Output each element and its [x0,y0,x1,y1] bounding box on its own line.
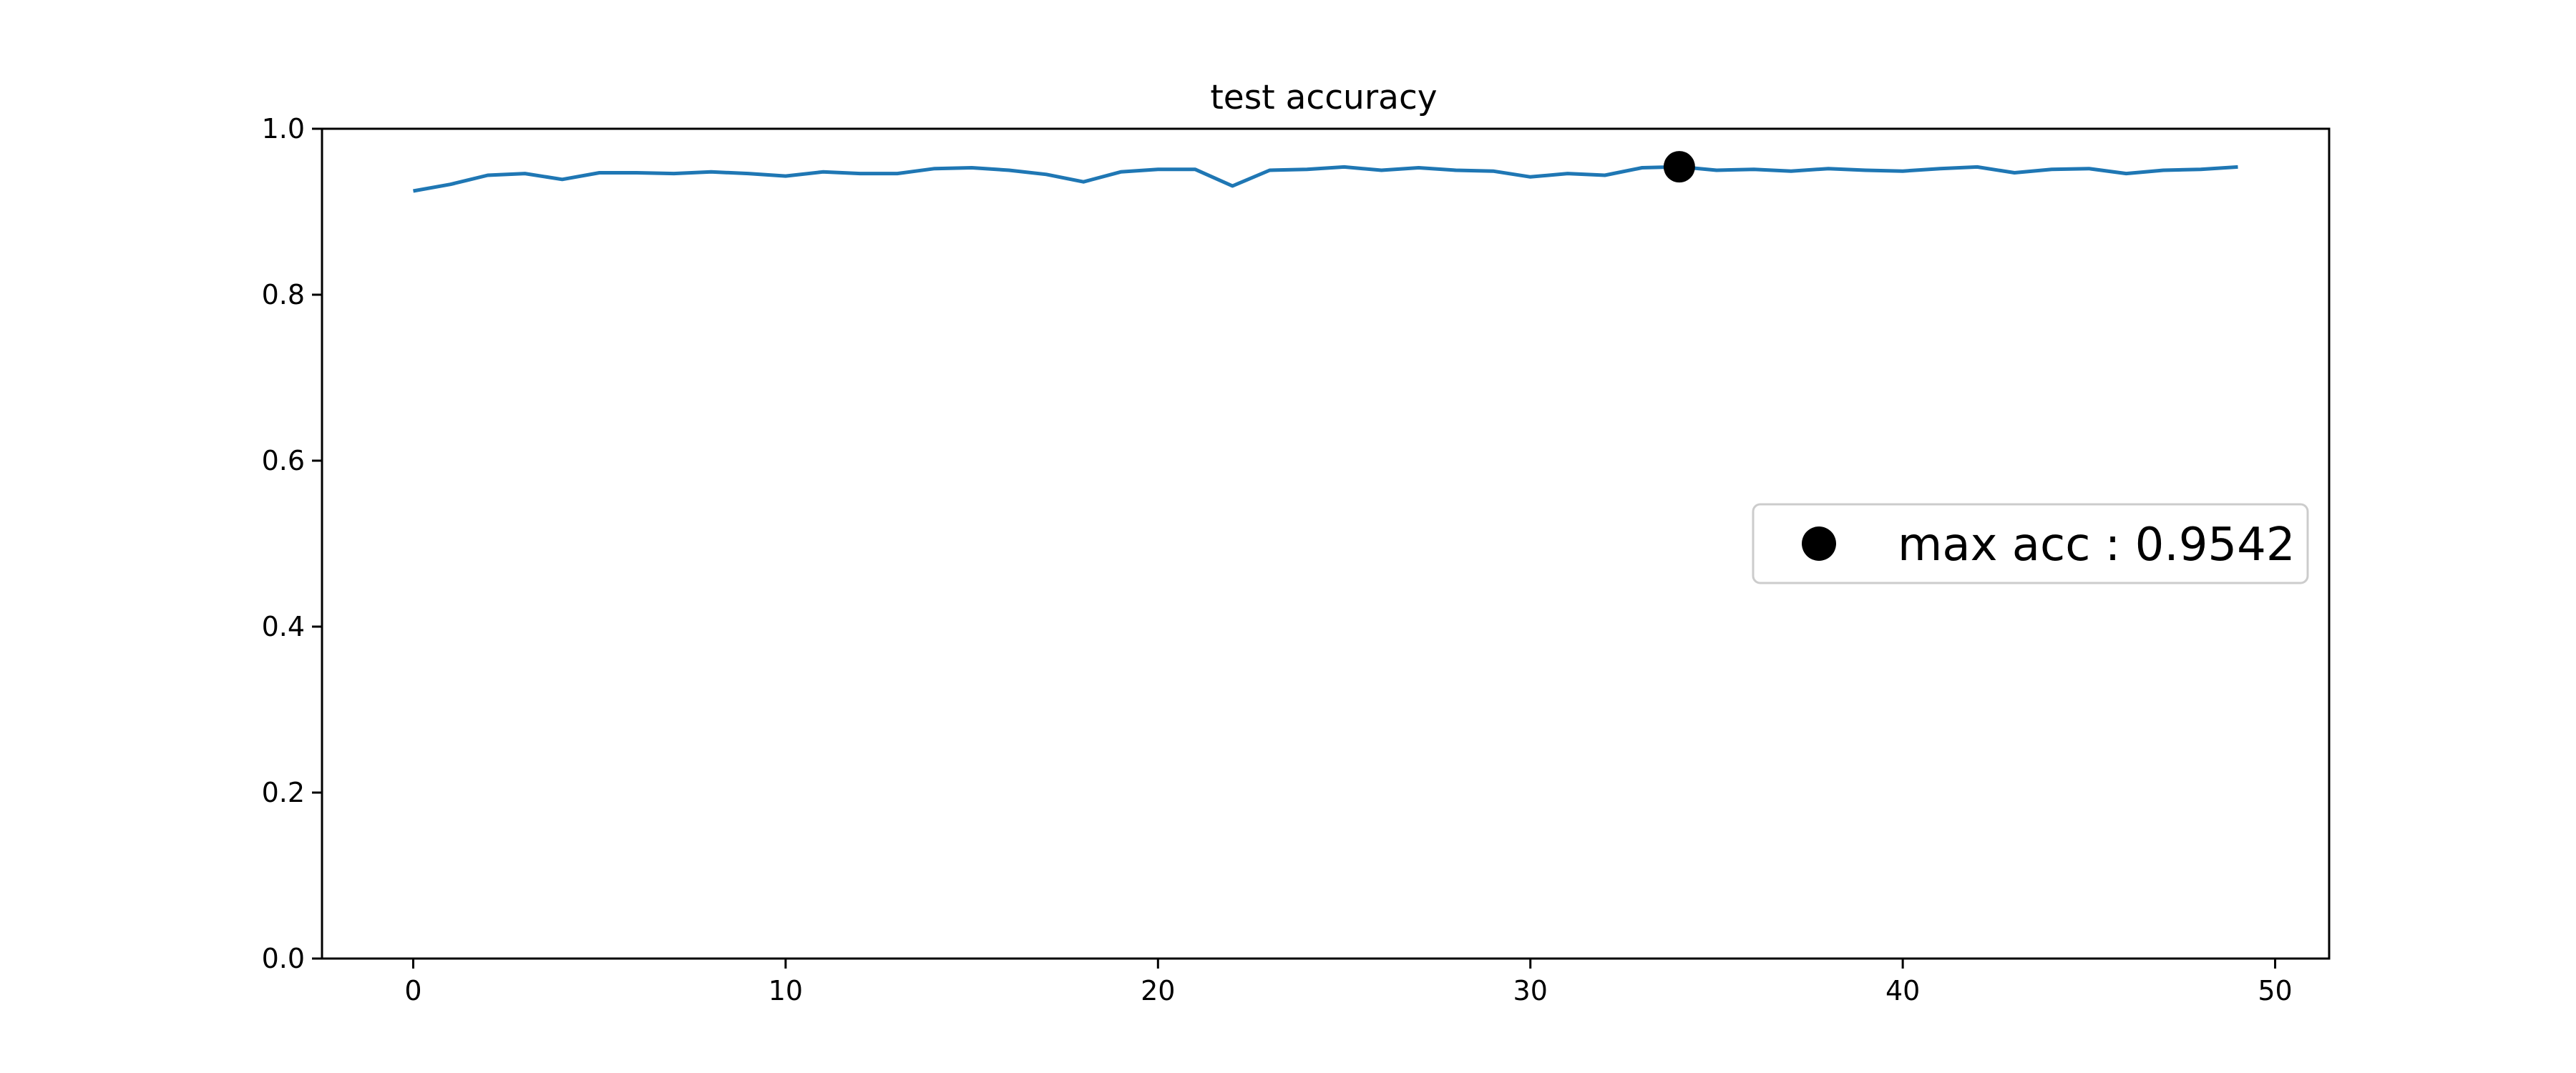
axes-frame [321,127,2331,960]
axes: 0 10 20 30 40 50 0.0 0.2 0.4 0.6 0.8 1.0 [262,113,2331,1006]
legend-label: max acc : 0.9542 [1898,519,2296,572]
y-tick-label: 0.6 [262,445,305,476]
x-tick-label: 40 [1885,975,1920,1006]
x-tick-label: 50 [2258,975,2292,1006]
legend-marker [1802,526,1836,561]
legend: max acc : 0.9542 [1752,503,2309,584]
legend-box [1752,503,2309,584]
y-tick-label: 1.0 [262,113,305,144]
y-tick-label: 0.0 [262,943,305,974]
x-tick-label: 30 [1513,975,1548,1006]
x-tick-label: 0 [404,975,421,1006]
y-tick-label: 0.2 [262,777,305,808]
y-tick-label: 0.4 [262,611,305,642]
x-tick-label: 20 [1141,975,1175,1006]
y-tick-label: 0.8 [262,279,305,310]
plot-area [413,151,2238,193]
max-accuracy-marker [1663,151,1695,183]
x-tick-label: 10 [769,975,803,1006]
chart-title: test accuracy [1210,78,1437,117]
series-line-0 [413,165,2238,193]
